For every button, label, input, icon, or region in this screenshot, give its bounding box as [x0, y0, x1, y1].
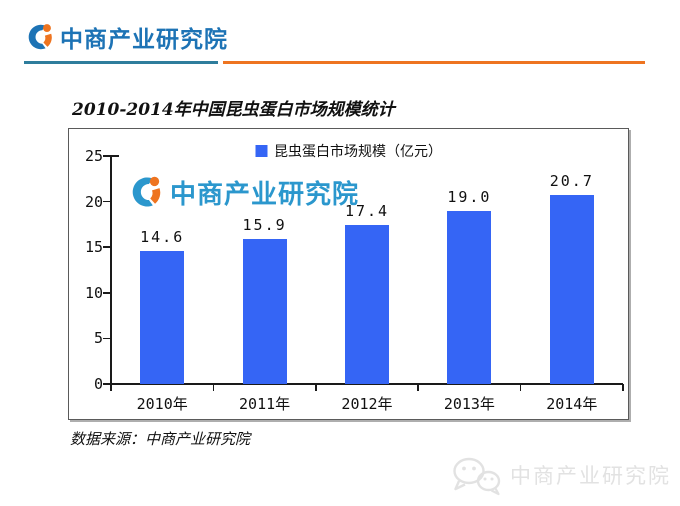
y-axis-tick-label: 5: [93, 329, 103, 348]
wechat-icon: [453, 457, 501, 496]
x-axis-category-label: 2012年: [341, 395, 393, 413]
x-axis-category-label: 2011年: [239, 395, 291, 413]
company-logo-icon: [28, 24, 52, 50]
x-axis-tick: [212, 384, 215, 391]
x-axis-tick: [417, 384, 419, 391]
bar: [447, 210, 492, 384]
y-axis-tick: [103, 155, 111, 157]
header-divider-teal: [24, 61, 218, 64]
bar-chart: 昆虫蛋白市场规模（亿元） 中商产业研究院 0 5 10 15 20 25 14.6 2010年…: [68, 128, 629, 420]
bar-value-label: 20.7: [549, 172, 594, 191]
y-axis-tick: [103, 337, 111, 340]
y-axis-top-tick: [110, 155, 119, 157]
source-note: 数据来源：中商产业研究院: [70, 430, 251, 448]
x-axis-tick: [315, 384, 317, 391]
chart-watermark-logo: 中商产业研究院: [127, 173, 359, 211]
company-logo-icon: [132, 176, 161, 207]
chart-watermark-text: 中商产业研究院: [170, 179, 360, 210]
x-axis-tick: [519, 384, 522, 391]
legend-label: 昆虫蛋白市场规模（亿元）: [274, 144, 442, 160]
x-axis-tick: [110, 384, 112, 391]
y-axis-tick: [103, 383, 111, 385]
bar-value-label: 19.0: [447, 187, 492, 206]
bar-value-label: 15.9: [242, 215, 287, 234]
y-axis-tick-label: 20: [84, 192, 103, 211]
y-axis-tick: [103, 200, 111, 203]
header-logo-text: 中商产业研究院: [60, 27, 228, 53]
x-axis-category-label: 2013年: [443, 395, 495, 413]
bar: [345, 225, 389, 384]
y-axis-tick: [103, 246, 111, 248]
bar: [549, 195, 594, 384]
bar-value-label: 14.6: [140, 227, 185, 246]
header-divider-orange: [223, 61, 645, 64]
header-logo: 中商产业研究院: [24, 20, 228, 54]
wechat-watermark: 中商产业研究院: [450, 454, 671, 496]
chart-legend: 昆虫蛋白市场规模（亿元）: [255, 141, 442, 161]
page-title: 2010-2014年中国昆虫蛋白市场规模统计: [72, 100, 395, 120]
y-axis-tick-label: 25: [84, 147, 103, 165]
bar: [242, 238, 287, 384]
y-axis-tick-label: 0: [93, 375, 103, 393]
x-axis: [110, 383, 623, 385]
bar-value-label: 17.4: [344, 202, 390, 221]
bar: [140, 250, 185, 384]
y-axis: [110, 156, 112, 384]
y-axis-tick-label: 10: [84, 283, 103, 302]
x-axis-category-label: 2010年: [136, 395, 188, 413]
x-axis-category-label: 2014年: [546, 395, 598, 413]
x-axis-tick: [622, 384, 624, 391]
y-axis-tick: [103, 292, 111, 294]
y-axis-tick-label: 15: [84, 238, 103, 257]
wechat-watermark-text: 中商产业研究院: [510, 464, 671, 488]
legend-swatch: [255, 145, 267, 157]
